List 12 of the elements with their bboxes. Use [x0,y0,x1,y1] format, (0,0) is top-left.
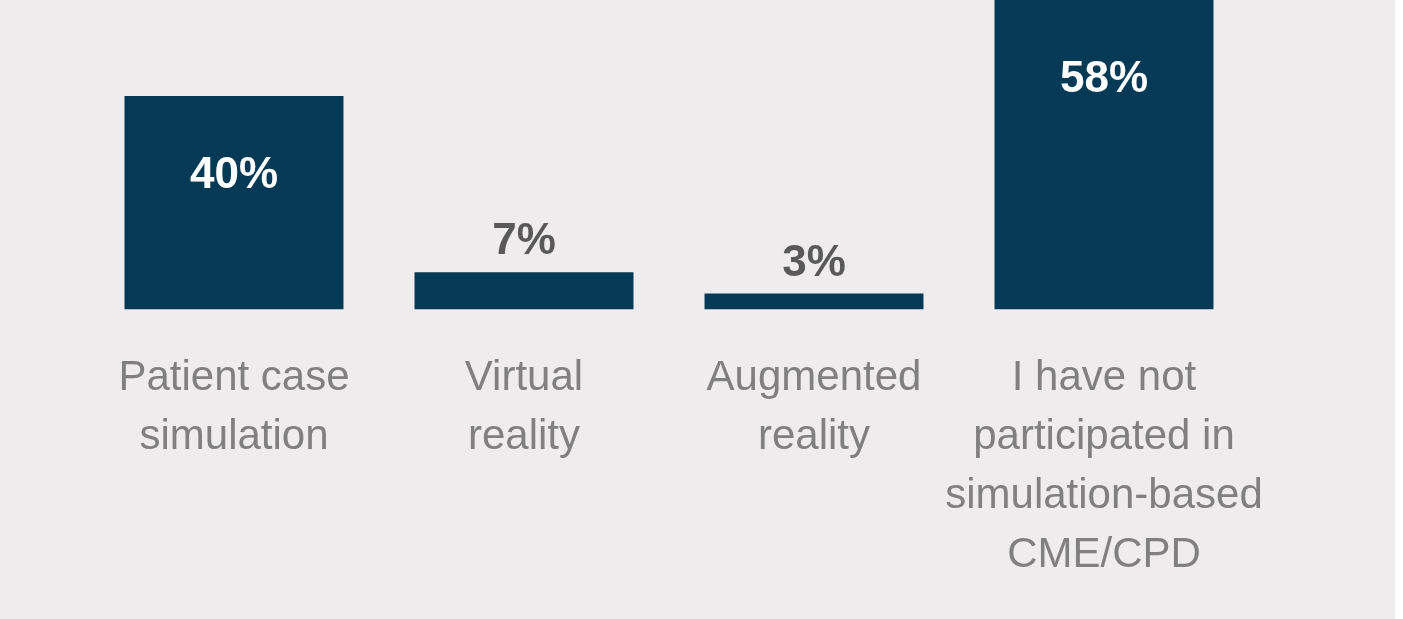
data-label: 7% [492,214,556,264]
bar [414,272,634,310]
x-tick-label: I have not participated in simulation-based CME/CPD [945,352,1263,576]
bar [994,0,1214,310]
x-tick-label: Augmented reality [706,352,922,459]
x-tick-label: Virtual reality [464,352,584,459]
x-tick-label: Patient case simulation [118,352,350,459]
data-label: 40% [189,148,279,198]
data-label: 3% [782,235,846,285]
data-label: 58% [1059,52,1149,102]
bar [704,293,924,310]
bar [124,96,344,310]
